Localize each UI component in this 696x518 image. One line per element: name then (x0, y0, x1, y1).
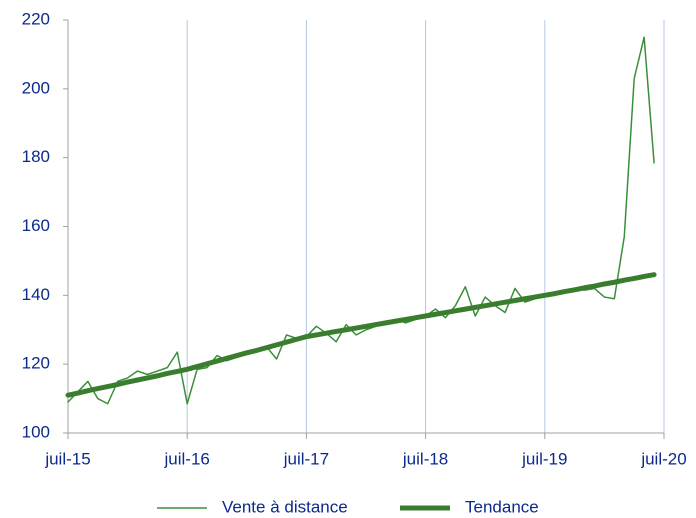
y-tick-label: 220 (22, 9, 50, 28)
x-tick-label: juil-18 (402, 449, 448, 468)
x-tick-label: juil-16 (164, 449, 210, 468)
y-tick-label: 100 (22, 422, 50, 441)
series-line (67, 36, 655, 405)
x-tick-label: juil-15 (44, 449, 90, 468)
legend-label: Tendance (465, 497, 539, 516)
y-tick-label: 160 (22, 216, 50, 235)
x-tick-label: juil-17 (283, 449, 329, 468)
y-tick-label: 180 (22, 147, 50, 166)
y-tick-label: 120 (22, 354, 50, 373)
x-tick-label: juil-19 (521, 449, 567, 468)
y-tick-label: 200 (22, 78, 50, 97)
y-tick-label: 140 (22, 285, 50, 304)
x-tick-label: juil-20 (640, 449, 686, 468)
legend-label: Vente à distance (222, 497, 348, 516)
series-line (65, 272, 657, 398)
